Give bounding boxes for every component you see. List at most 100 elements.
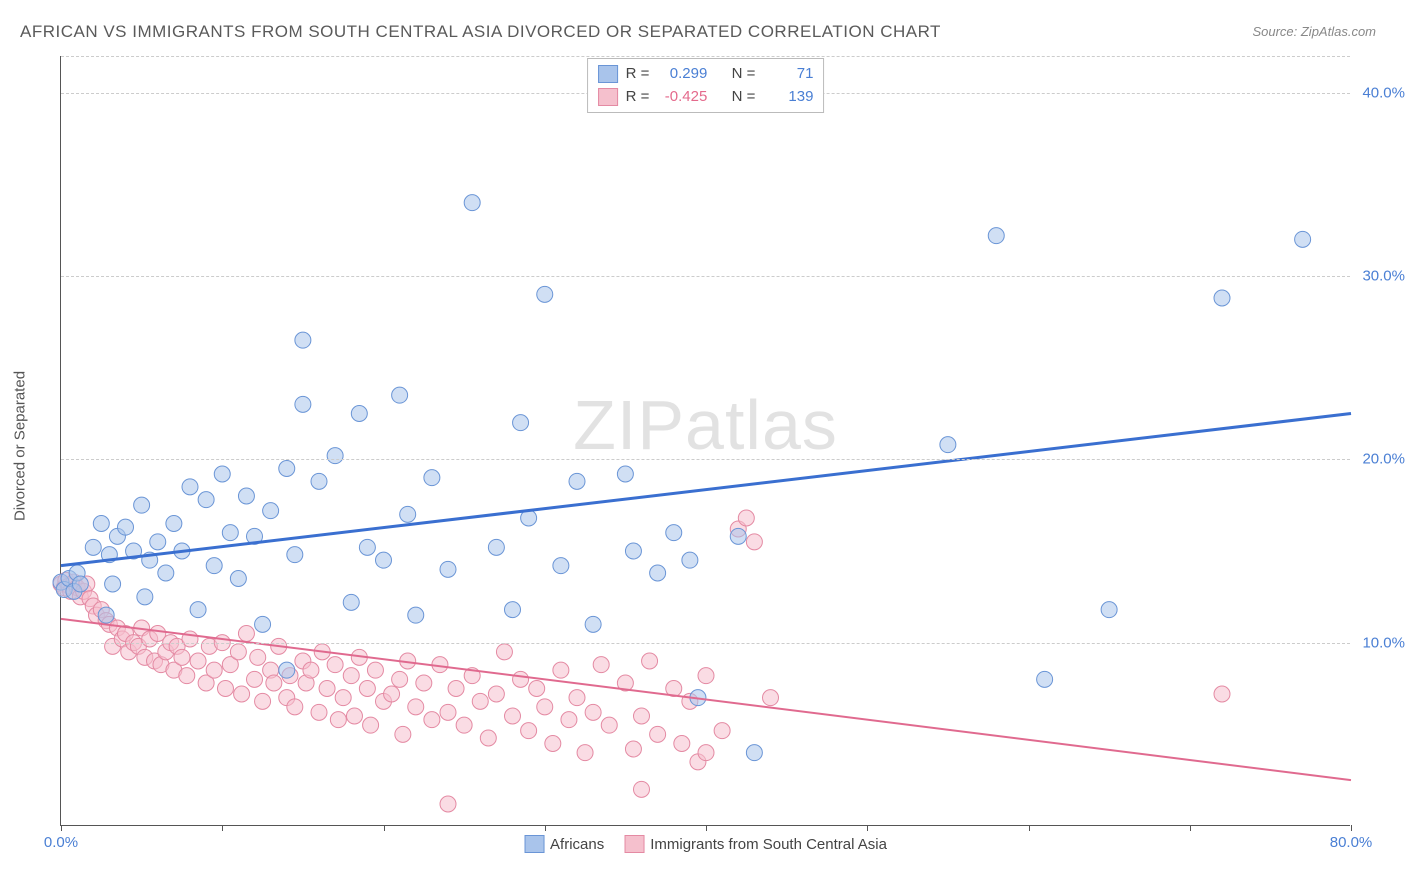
data-point — [134, 497, 150, 513]
data-point — [488, 686, 504, 702]
legend-row-immigrants: R = -0.425 N = 139 — [598, 86, 814, 109]
data-point — [343, 594, 359, 610]
data-point — [585, 704, 601, 720]
r-label: R = — [626, 63, 650, 86]
data-point — [408, 699, 424, 715]
data-point — [440, 704, 456, 720]
data-point — [456, 717, 472, 733]
data-point — [182, 479, 198, 495]
data-point — [674, 736, 690, 752]
x-tick-mark — [61, 825, 62, 831]
legend-label-africans: Africans — [550, 836, 604, 853]
data-point — [327, 448, 343, 464]
gridline — [61, 56, 1350, 57]
data-point — [179, 668, 195, 684]
data-point — [1101, 602, 1117, 618]
data-point — [666, 525, 682, 541]
x-tick-mark — [1029, 825, 1030, 831]
legend-row-africans: R = 0.299 N = 71 — [598, 63, 814, 86]
data-point — [464, 195, 480, 211]
data-point — [395, 726, 411, 742]
data-point — [505, 708, 521, 724]
data-point — [408, 607, 424, 623]
x-tick-label: 80.0% — [1330, 834, 1373, 851]
data-point — [98, 607, 114, 623]
data-point — [174, 649, 190, 665]
data-point — [488, 539, 504, 555]
data-point — [529, 681, 545, 697]
data-point — [505, 602, 521, 618]
y-tick-label: 40.0% — [1355, 84, 1405, 101]
x-tick-mark — [1190, 825, 1191, 831]
x-tick-mark — [867, 825, 868, 831]
data-point — [234, 686, 250, 702]
data-point — [250, 649, 266, 665]
data-point — [222, 525, 238, 541]
data-point — [763, 690, 779, 706]
data-point — [214, 466, 230, 482]
data-point — [440, 796, 456, 812]
data-point — [255, 693, 271, 709]
data-point — [287, 699, 303, 715]
data-point — [190, 653, 206, 669]
data-point — [738, 510, 754, 526]
y-tick-label: 10.0% — [1355, 634, 1405, 651]
x-tick-mark — [706, 825, 707, 831]
data-point — [287, 547, 303, 563]
data-point — [561, 712, 577, 728]
data-point — [988, 228, 1004, 244]
legend-item-africans: Africans — [524, 835, 604, 853]
gridline — [61, 276, 1350, 277]
x-tick-mark — [1351, 825, 1352, 831]
data-point — [367, 662, 383, 678]
data-point — [577, 745, 593, 761]
data-point — [230, 571, 246, 587]
data-point — [266, 675, 282, 691]
data-point — [166, 516, 182, 532]
data-point — [513, 671, 529, 687]
n-label: N = — [732, 86, 756, 109]
data-point — [190, 602, 206, 618]
data-point — [1295, 231, 1311, 247]
data-point — [585, 616, 601, 632]
data-point — [625, 543, 641, 559]
data-point — [206, 662, 222, 678]
y-tick-label: 20.0% — [1355, 451, 1405, 468]
data-point — [634, 708, 650, 724]
y-axis-label: Divorced or Separated — [12, 371, 29, 521]
data-point — [392, 387, 408, 403]
data-point — [746, 534, 762, 550]
data-point — [625, 741, 641, 757]
data-point — [553, 558, 569, 574]
data-point — [521, 723, 537, 739]
data-point — [311, 704, 327, 720]
data-point — [319, 681, 335, 697]
data-point — [440, 561, 456, 577]
data-point — [206, 558, 222, 574]
swatch-africans — [598, 65, 618, 83]
data-point — [359, 539, 375, 555]
data-point — [327, 657, 343, 673]
x-tick-label: 0.0% — [44, 834, 78, 851]
data-point — [363, 717, 379, 733]
data-point — [496, 644, 512, 660]
data-point — [279, 662, 295, 678]
data-point — [105, 576, 121, 592]
data-point — [158, 565, 174, 581]
data-point — [424, 470, 440, 486]
data-point — [376, 552, 392, 568]
y-tick-label: 30.0% — [1355, 268, 1405, 285]
data-point — [230, 644, 246, 660]
data-point — [72, 576, 88, 592]
data-point — [698, 668, 714, 684]
data-point — [330, 712, 346, 728]
swatch-immigrants-icon — [624, 835, 644, 853]
n-label: N = — [732, 63, 756, 86]
data-point — [263, 503, 279, 519]
data-point — [569, 473, 585, 489]
data-point — [553, 662, 569, 678]
data-point — [537, 699, 553, 715]
data-point — [351, 406, 367, 422]
legend-label-immigrants: Immigrants from South Central Asia — [650, 836, 887, 853]
data-point — [295, 332, 311, 348]
